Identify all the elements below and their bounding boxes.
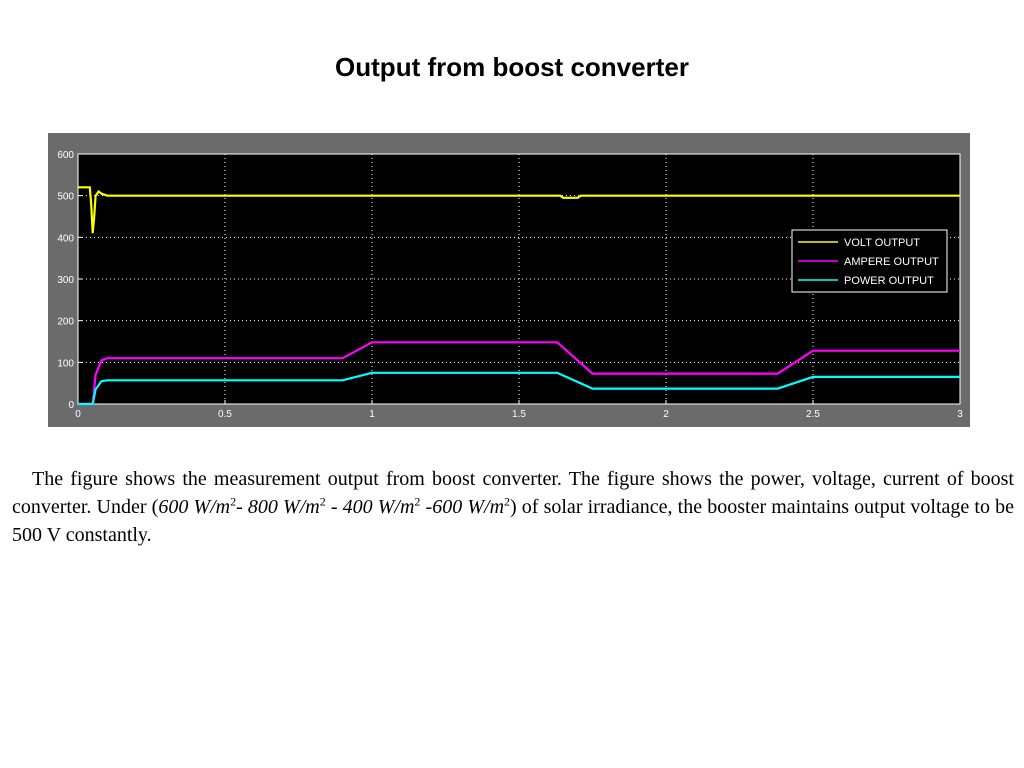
caption-outro: ) of solar irradiance, the booster maint… bbox=[12, 496, 1014, 546]
y-tick-label: 200 bbox=[57, 317, 74, 328]
y-tick-label: 0 bbox=[68, 400, 74, 411]
x-tick-label: 2.5 bbox=[806, 409, 820, 420]
y-tick-label: 500 bbox=[57, 192, 74, 203]
legend-label-power-output: POWER OUTPUT bbox=[844, 275, 934, 287]
y-tick-label: 400 bbox=[57, 233, 74, 244]
x-tick-label: 0 bbox=[75, 409, 81, 420]
y-tick-label: 300 bbox=[57, 275, 74, 286]
x-tick-label: 3 bbox=[957, 409, 963, 420]
irradiance-3: 400 W/m bbox=[342, 496, 415, 518]
ampere-output-line bbox=[78, 341, 960, 406]
scope-chart: 0 0.5 1 1.5 2 2.5 3 0 100 200 300 400 500 600 VOLT OUT… bbox=[57, 150, 963, 420]
slide-title: Output from boost converter bbox=[335, 52, 689, 82]
x-tick-label: 1 bbox=[369, 409, 375, 420]
irradiance-4: 600 W/m bbox=[432, 496, 505, 518]
irradiance-1: 600 W/m bbox=[158, 496, 231, 518]
superscript-2: 2 bbox=[319, 494, 326, 509]
legend-label-volt-output: VOLT OUTPUT bbox=[844, 237, 920, 249]
separator-3: - bbox=[420, 496, 433, 518]
x-tick-label: 2 bbox=[663, 409, 669, 420]
superscript-3: 2 bbox=[414, 494, 421, 509]
caption-intro: The figure shows the measurement output … bbox=[12, 468, 1014, 518]
separator-1: - bbox=[236, 496, 248, 518]
volt-output-line bbox=[78, 186, 960, 234]
scope-plot-frame: 0 0.5 1 1.5 2 2.5 3 0 100 200 300 400 500 600 VOLT OUT… bbox=[48, 133, 970, 427]
irradiance-2: 800 W/m bbox=[247, 496, 320, 518]
superscript-1: 2 bbox=[230, 494, 237, 509]
x-tick-label: 1.5 bbox=[512, 409, 526, 420]
caption-paragraph: The figure shows the measurement output … bbox=[12, 465, 1014, 549]
x-tick-label: 0.5 bbox=[218, 409, 232, 420]
y-tick-label: 100 bbox=[57, 358, 74, 369]
power-output-line bbox=[78, 371, 960, 406]
y-tick-label: 600 bbox=[57, 150, 74, 161]
separator-2: - bbox=[325, 496, 343, 518]
legend-label-ampere-output: AMPERE OUTPUT bbox=[844, 256, 939, 268]
superscript-4: 2 bbox=[504, 494, 511, 509]
